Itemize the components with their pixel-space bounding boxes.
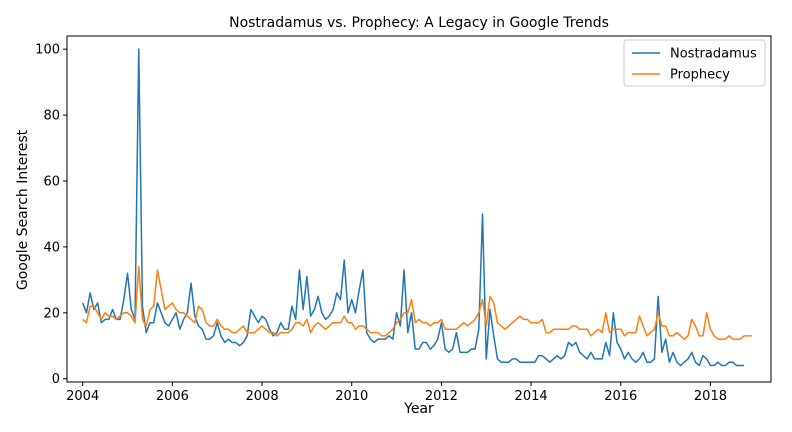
y-tick-label-0: 0: [52, 372, 60, 387]
legend-label-nostradamus: Nostradamus: [670, 47, 757, 62]
axes-frame: [66, 35, 772, 383]
y-tick-label-40: 40: [43, 240, 60, 255]
x-tick-label-2008: 2008: [246, 389, 279, 404]
x-tick-label-2014: 2014: [515, 389, 548, 404]
x-tick-label-2006: 2006: [156, 389, 189, 404]
legend-label-prophecy: Prophecy: [670, 68, 730, 83]
x-tick-label-2018: 2018: [694, 389, 727, 404]
y-tick-label-20: 20: [43, 306, 60, 321]
y-tick-label-100: 100: [35, 43, 60, 58]
series-line-nostradamus: [81, 48, 745, 367]
y-axis-label: Google Search Interest: [15, 129, 31, 290]
y-tick-label-60: 60: [43, 174, 60, 189]
y-tick-label-80: 80: [43, 109, 60, 124]
x-tick-label-2004: 2004: [66, 389, 99, 404]
series-line-prophecy: [82, 265, 752, 340]
plot-area: 2004 2006 2008 2010 2012 2014 2016 2018 0 20 40 60 8…: [35, 35, 772, 404]
legend: Nostradamus Prophecy: [623, 39, 766, 87]
x-tick-label-2012: 2012: [425, 389, 458, 404]
x-tick-label-2010: 2010: [335, 389, 368, 404]
x-axis-label: Year: [403, 401, 434, 417]
x-tick-label-2016: 2016: [604, 389, 637, 404]
chart-title: Nostradamus vs. Prophecy: A Legacy in Go…: [229, 15, 609, 31]
